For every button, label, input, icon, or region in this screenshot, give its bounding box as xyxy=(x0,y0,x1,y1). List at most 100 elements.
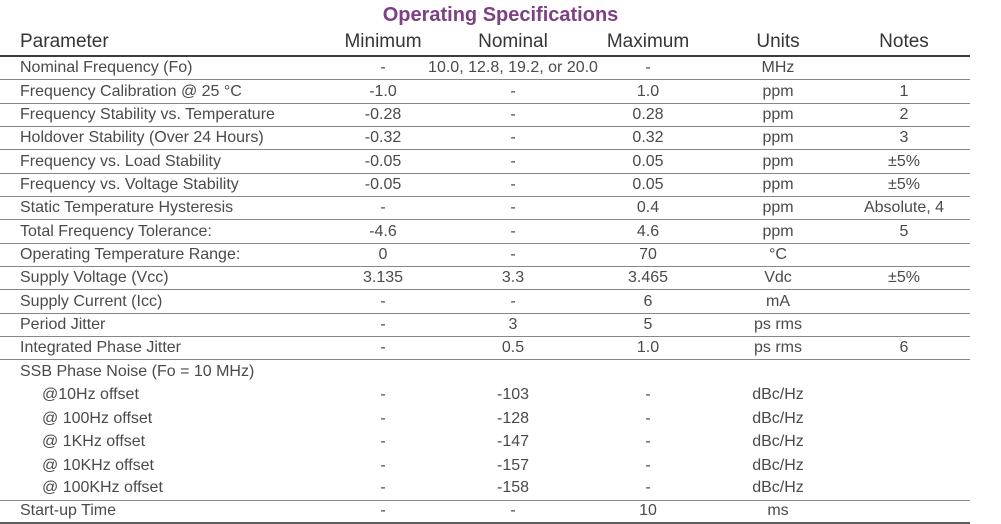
cell-parameter: Total Frequency Tolerance: xyxy=(20,222,212,240)
cell-nominal: -147 xyxy=(496,433,530,451)
table-row: Frequency Stability vs. Temperature -0.28… xyxy=(0,104,970,128)
cell-parameter: Frequency vs. Load Stability xyxy=(20,152,221,170)
cell-units: ppm xyxy=(762,129,794,147)
cell-notes: 2 xyxy=(899,105,909,123)
table-row: Period Jitter - 3 5 ps rms xyxy=(0,314,970,338)
cell-minimum: 0 xyxy=(378,245,388,263)
column-header-units: Units xyxy=(756,31,800,52)
cell-nominal: 10.0, 12.8, 19.2, or 20.0 xyxy=(428,59,598,77)
cell-notes: Absolute, 4 xyxy=(863,199,945,217)
cell-maximum: 0.05 xyxy=(632,175,664,193)
cell-minimum: - xyxy=(380,59,386,77)
cell-maximum: - xyxy=(645,456,651,474)
cell-nominal: - xyxy=(510,222,516,240)
table-row: Frequency vs. Load Stability -0.05-0.05 pp… xyxy=(0,150,970,174)
table-row: Supply Voltage (Vcc) 3.135 3.3 3.465 Vdc ±5% xyxy=(0,267,970,291)
cell-notes: 1 xyxy=(899,82,909,100)
cell-minimum: - xyxy=(380,199,386,217)
cell-maximum: 10 xyxy=(639,502,657,520)
cell-parameter: Start-up Time xyxy=(20,502,117,520)
table-row: SSB Phase Noise (Fo = 10 MHz) xyxy=(0,360,970,383)
cell-parameter: @10Hz offset xyxy=(42,386,139,404)
cell-notes: 3 xyxy=(899,129,909,147)
cell-maximum: 0.4 xyxy=(636,199,660,217)
cell-parameter: Nominal Frequency (Fo) xyxy=(20,59,193,77)
cell-minimum: -1.0 xyxy=(369,82,397,100)
table-header: Parameter Minimum Nominal Maximum Units … xyxy=(0,29,970,57)
cell-units: ppm xyxy=(762,222,794,240)
cell-maximum: - xyxy=(645,59,651,77)
cell-minimum: - xyxy=(380,386,386,404)
cell-nominal: -128 xyxy=(496,409,530,427)
cell-maximum: 1.0 xyxy=(636,339,660,357)
cell-maximum: 70 xyxy=(639,245,657,263)
cell-nominal: - xyxy=(510,152,516,170)
table-row: @10Hz offset - -103 - dBc/Hz xyxy=(0,384,970,407)
cell-parameter: Operating Temperature Range: xyxy=(20,245,241,263)
cell-maximum: 4.6 xyxy=(636,222,660,240)
cell-units: ps rms xyxy=(754,315,802,333)
cell-nominal: - xyxy=(510,129,516,147)
cell-units: dBc/Hz xyxy=(752,386,804,404)
table-row: @ 10KHz offset - -157 - dBc/Hz xyxy=(0,454,970,477)
table-row: Total Frequency Tolerance: -4.6-4.6 ppm 5 xyxy=(0,220,970,244)
cell-units: mA xyxy=(766,292,790,310)
table-row: Operating Temperature Range: 0 - 70 °C xyxy=(0,244,970,268)
cell-parameter: Frequency Stability vs. Temperature xyxy=(20,105,275,123)
table-row: @ 100Hz offset - -128 - dBc/Hz xyxy=(0,407,970,430)
cell-nominal: 3 xyxy=(508,315,518,333)
cell-units: °C xyxy=(769,245,787,263)
cell-parameter: Frequency vs. Voltage Stability xyxy=(20,175,239,193)
cell-maximum: - xyxy=(645,433,651,451)
cell-notes: ±5% xyxy=(888,269,920,287)
cell-notes: ±5% xyxy=(888,152,920,170)
column-header-notes: Notes xyxy=(879,31,929,52)
cell-minimum: - xyxy=(380,292,386,310)
cell-minimum: - xyxy=(380,433,386,451)
page-title: Operating Specifications xyxy=(382,4,619,26)
cell-parameter: @ 1KHz offset xyxy=(42,433,146,451)
cell-units: dBc/Hz xyxy=(752,479,804,497)
cell-minimum: - xyxy=(380,479,386,497)
cell-minimum: -0.28 xyxy=(364,105,402,123)
cell-minimum: -0.05 xyxy=(364,152,402,170)
cell-parameter: Supply Current (Icc) xyxy=(20,292,163,310)
cell-minimum: - xyxy=(380,315,386,333)
cell-maximum: 0.05 xyxy=(632,152,664,170)
cell-nominal: 3.3 xyxy=(501,269,525,287)
cell-notes: 5 xyxy=(899,222,909,240)
cell-nominal: - xyxy=(510,82,516,100)
cell-parameter: @ 100KHz offset xyxy=(42,479,163,497)
table-row: Frequency vs. Voltage Stability -0.05-0.0… xyxy=(0,174,970,198)
cell-units: ps rms xyxy=(754,339,802,357)
cell-parameter: Holdover Stability (Over 24 Hours) xyxy=(20,129,264,147)
spec-table: Parameter Minimum Nominal Maximum Units … xyxy=(0,29,970,524)
cell-minimum: -0.05 xyxy=(364,175,402,193)
cell-nominal: - xyxy=(510,199,516,217)
cell-parameter: Frequency Calibration @ 25 °C xyxy=(20,82,242,100)
cell-nominal: - xyxy=(510,502,516,520)
cell-parameter: Static Temperature Hysteresis xyxy=(20,199,234,217)
cell-parameter: SSB Phase Noise (Fo = 10 MHz) xyxy=(20,363,255,381)
cell-units: MHz xyxy=(761,59,795,77)
cell-maximum: - xyxy=(645,479,651,497)
cell-units: Vdc xyxy=(764,269,792,287)
cell-notes: ±5% xyxy=(888,175,920,193)
cell-nominal: -157 xyxy=(496,456,530,474)
cell-minimum: 3.135 xyxy=(362,269,404,287)
cell-parameter: Integrated Phase Jitter xyxy=(20,339,181,357)
cell-nominal: - xyxy=(510,292,516,310)
column-header-maximum: Maximum xyxy=(606,31,690,52)
cell-maximum: 0.32 xyxy=(632,129,664,147)
table-row: Start-up Time - - 10 ms xyxy=(0,501,970,524)
table-row: @ 1KHz offset - -147 - dBc/Hz xyxy=(0,431,970,454)
cell-minimum: - xyxy=(380,339,386,357)
cell-minimum: -4.6 xyxy=(369,222,397,240)
column-header-parameter: Parameter xyxy=(20,31,109,52)
cell-minimum: - xyxy=(380,456,386,474)
table-row: Holdover Stability (Over 24 Hours) -0.32-… xyxy=(0,127,970,151)
cell-maximum: - xyxy=(645,409,651,427)
cell-units: ppm xyxy=(762,105,794,123)
table-row: Frequency Calibration @ 25 °C -1.0-1.0 ppm… xyxy=(0,80,970,104)
